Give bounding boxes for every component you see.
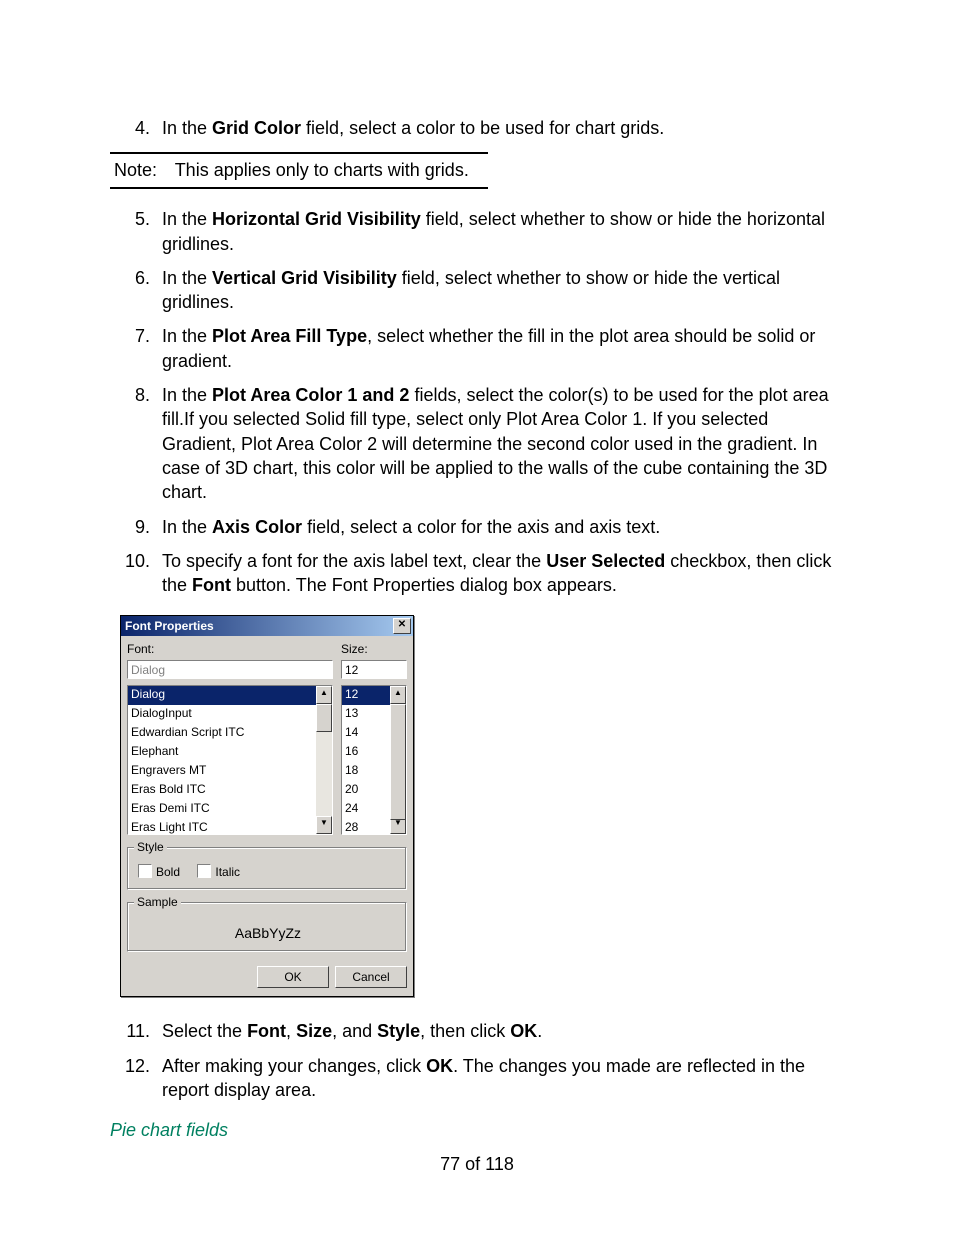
font-scrollbar[interactable]: ▲ ▼: [316, 686, 332, 834]
list-option[interactable]: 20: [342, 781, 390, 800]
list-item-number: 12.: [110, 1054, 162, 1103]
list-item-body: To specify a font for the axis label tex…: [162, 549, 844, 598]
ok-button[interactable]: OK: [257, 966, 329, 988]
ordered-list-a: 4.In the Grid Color field, select a colo…: [110, 116, 844, 140]
dialog-title: Font Properties: [125, 619, 391, 633]
list-option[interactable]: Dialog: [128, 686, 316, 705]
italic-checkbox-label[interactable]: Italic: [197, 865, 240, 879]
section-heading: Pie chart fields: [110, 1120, 844, 1141]
list-option[interactable]: Eras Light ITC: [128, 819, 316, 834]
bold-checkbox[interactable]: [138, 864, 152, 878]
style-legend: Style: [134, 840, 167, 854]
list-item-number: 5.: [110, 207, 162, 256]
list-item: 11.Select the Font, Size, and Style, the…: [110, 1019, 844, 1043]
list-option[interactable]: 14: [342, 724, 390, 743]
list-option[interactable]: 16: [342, 743, 390, 762]
list-option[interactable]: Eras Bold ITC: [128, 781, 316, 800]
scroll-up-icon[interactable]: ▲: [316, 686, 332, 704]
dialog-titlebar[interactable]: Font Properties ✕: [121, 616, 413, 636]
sample-groupbox: Sample AaBbYyZz: [127, 902, 407, 952]
list-item-body: In the Grid Color field, select a color …: [162, 116, 844, 140]
scroll-thumb[interactable]: [390, 704, 406, 820]
list-option[interactable]: 28: [342, 819, 390, 834]
list-option[interactable]: 12: [342, 686, 390, 705]
ordered-list-c: 11.Select the Font, Size, and Style, the…: [110, 1019, 844, 1102]
list-option[interactable]: DialogInput: [128, 705, 316, 724]
size-listbox[interactable]: 1213141618202428 ▲ ▼: [341, 685, 407, 835]
size-label: Size:: [341, 642, 407, 656]
list-option[interactable]: Edwardian Script ITC: [128, 724, 316, 743]
list-option[interactable]: 24: [342, 800, 390, 819]
list-item-number: 7.: [110, 324, 162, 373]
size-input[interactable]: [341, 660, 407, 679]
bold-label-text: Bold: [156, 865, 180, 879]
dialog-body: Font: DialogDialogInputEdwardian Script …: [121, 636, 413, 956]
list-item-number: 11.: [110, 1019, 162, 1043]
font-label: Font:: [127, 642, 333, 656]
sample-text: AaBbYyZz: [138, 919, 398, 941]
list-item-body: In the Axis Color field, select a color …: [162, 515, 844, 539]
ordered-list-b: 5.In the Horizontal Grid Visibility fiel…: [110, 207, 844, 597]
list-option[interactable]: 13: [342, 705, 390, 724]
list-item-number: 9.: [110, 515, 162, 539]
note-box: Note: This applies only to charts with g…: [110, 152, 488, 189]
close-icon[interactable]: ✕: [393, 618, 411, 634]
list-item: 9.In the Axis Color field, select a colo…: [110, 515, 844, 539]
sample-legend: Sample: [134, 895, 181, 909]
list-item-body: In the Plot Area Fill Type, select wheth…: [162, 324, 844, 373]
scroll-track[interactable]: [390, 704, 406, 816]
list-item-number: 6.: [110, 266, 162, 315]
list-item: 4.In the Grid Color field, select a colo…: [110, 116, 844, 140]
font-input[interactable]: [127, 660, 333, 679]
scroll-down-icon[interactable]: ▼: [316, 816, 332, 834]
list-item-number: 4.: [110, 116, 162, 140]
page-number: 77 of 118: [0, 1154, 954, 1175]
bold-checkbox-label[interactable]: Bold: [138, 865, 180, 879]
scroll-track[interactable]: [316, 704, 332, 816]
list-option[interactable]: Eras Demi ITC: [128, 800, 316, 819]
list-option[interactable]: Engravers MT: [128, 762, 316, 781]
document-page: 4.In the Grid Color field, select a colo…: [0, 0, 954, 1235]
italic-checkbox[interactable]: [197, 864, 211, 878]
list-item: 6.In the Vertical Grid Visibility field,…: [110, 266, 844, 315]
list-item: 12.After making your changes, click OK. …: [110, 1054, 844, 1103]
size-scrollbar[interactable]: ▲ ▼: [390, 686, 406, 834]
italic-label-text: Italic: [215, 865, 240, 879]
list-item-number: 10.: [110, 549, 162, 598]
cancel-button[interactable]: Cancel: [335, 966, 407, 988]
list-item: 5.In the Horizontal Grid Visibility fiel…: [110, 207, 844, 256]
list-item-body: In the Horizontal Grid Visibility field,…: [162, 207, 844, 256]
list-item-number: 8.: [110, 383, 162, 504]
list-option[interactable]: Elephant: [128, 743, 316, 762]
list-item-body: In the Vertical Grid Visibility field, s…: [162, 266, 844, 315]
note-text: This applies only to charts with grids.: [175, 160, 469, 180]
list-item-body: After making your changes, click OK. The…: [162, 1054, 844, 1103]
dialog-button-row: OK Cancel: [121, 956, 413, 996]
list-item: 8.In the Plot Area Color 1 and 2 fields,…: [110, 383, 844, 504]
note-label: Note:: [114, 160, 170, 181]
scroll-thumb[interactable]: [316, 704, 332, 732]
list-option[interactable]: 18: [342, 762, 390, 781]
list-item: 7.In the Plot Area Fill Type, select whe…: [110, 324, 844, 373]
font-listbox[interactable]: DialogDialogInputEdwardian Script ITCEle…: [127, 685, 333, 835]
font-properties-dialog: Font Properties ✕ Font: DialogDialogInpu…: [120, 615, 414, 997]
list-item-body: In the Plot Area Color 1 and 2 fields, s…: [162, 383, 844, 504]
list-item-body: Select the Font, Size, and Style, then c…: [162, 1019, 844, 1043]
style-groupbox: Style Bold Italic: [127, 847, 407, 890]
list-item: 10.To specify a font for the axis label …: [110, 549, 844, 598]
scroll-up-icon[interactable]: ▲: [390, 686, 406, 704]
